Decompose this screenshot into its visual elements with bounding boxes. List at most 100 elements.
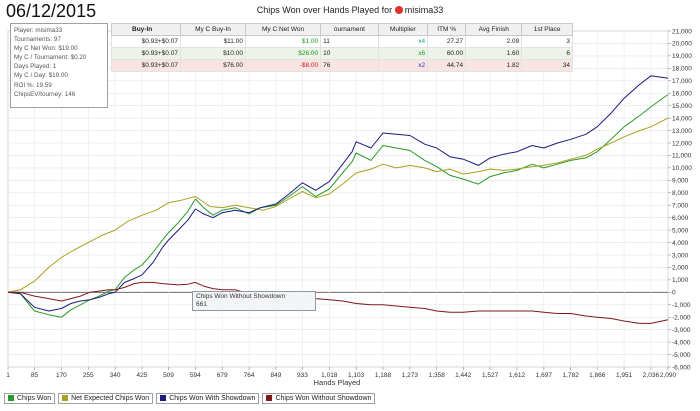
chart-legend: Chips Won Net Expected Chips Won Chips Won… xyxy=(4,393,378,404)
player-logo-icon xyxy=(394,6,403,14)
legend-item[interactable]: Net Expected Chips Won xyxy=(58,393,154,404)
table-cell: $0.93+$0.07 xyxy=(111,59,181,72)
table-cell: $26.00 xyxy=(244,47,322,60)
y-tick-label: 15,000 xyxy=(672,103,692,110)
y-tick-label: -5,000 xyxy=(672,352,691,359)
tooltip-value: 661 xyxy=(196,301,207,308)
y-tick-label: 20,000 xyxy=(672,41,692,48)
legend-label: Chips Won With Showdown xyxy=(169,395,256,402)
table-cell: 11 xyxy=(320,35,379,48)
stats-line: ROI %: 19.59 xyxy=(14,81,52,89)
y-tick-label: 3,000 xyxy=(672,252,689,259)
x-tick-label: 170 xyxy=(56,372,67,379)
y-tick-label: -6,000 xyxy=(672,364,691,371)
y-tick-label: 8,000 xyxy=(672,190,689,197)
x-tick-label: 1,951 xyxy=(616,372,633,379)
y-tick-label: 6,000 xyxy=(672,215,689,222)
table-cell: 76 xyxy=(320,59,379,72)
column-header[interactable]: ITM % xyxy=(427,23,467,36)
chart-title-player: misima33 xyxy=(404,5,444,15)
x-tick-label: 1,782 xyxy=(563,372,580,379)
summary-table-header: Buy-In My C Buy-In My C Net Won ournament Mu… xyxy=(111,23,573,36)
legend-item[interactable]: Chips Won Without Showdown xyxy=(262,393,376,404)
chart-grid xyxy=(7,30,669,368)
y-tick-label: 19,000 xyxy=(672,53,692,60)
table-cell: 34 xyxy=(521,59,573,72)
y-tick-label: 21,000 xyxy=(672,28,692,35)
stats-line: Days Played: 1 xyxy=(14,63,57,71)
x-tick-label: 1 xyxy=(6,372,10,379)
table-cell: $10.00 xyxy=(179,47,246,60)
table-cell: 6 xyxy=(521,47,573,60)
series-line-3 xyxy=(7,75,669,312)
column-header[interactable]: My C Net Won xyxy=(244,23,322,36)
x-axis-label: Hands Played xyxy=(314,378,361,387)
table-row[interactable]: $0.93+$0.07 $11.00 $1.00 11 x4 27.27 2.09 3 xyxy=(111,35,573,48)
table-cell: 44.74 xyxy=(427,59,467,72)
chart-title: Chips Won over Hands Played for misima33 xyxy=(0,5,700,15)
column-header[interactable]: ournament xyxy=(320,23,379,36)
x-tick-label: 849 xyxy=(270,372,281,379)
legend-swatch-icon xyxy=(266,395,273,401)
legend-swatch-icon xyxy=(62,395,69,401)
y-tick-label: 16,000 xyxy=(672,91,692,98)
y-tick-label: 1,000 xyxy=(672,277,689,284)
column-header[interactable]: Multiplier xyxy=(377,23,429,36)
table-cell: x4 xyxy=(377,35,429,48)
y-tick-label: -4,000 xyxy=(672,339,691,346)
y-tick-label: 7,000 xyxy=(672,203,689,210)
x-tick-label: 1,188 xyxy=(375,372,392,379)
x-tick-label: 1,018 xyxy=(321,372,338,379)
y-tick-label: 4,000 xyxy=(672,240,689,247)
column-header[interactable]: Avg Finish xyxy=(465,23,523,36)
table-cell: 1.60 xyxy=(465,47,523,60)
summary-table: Buy-In My C Buy-In My C Net Won ournament Mu… xyxy=(111,23,573,72)
legend-swatch-icon xyxy=(160,395,167,401)
report-date: 06/12/2015 xyxy=(6,1,97,21)
y-tick-label: 10,000 xyxy=(672,165,692,172)
x-tick-label: 679 xyxy=(217,372,228,379)
x-tick-label: 1,358 xyxy=(429,372,446,379)
tooltip-series-name: Chips Won Without Showdown xyxy=(196,293,286,300)
table-cell: 60.00 xyxy=(427,47,467,60)
x-tick-label: 1,697 xyxy=(536,372,553,379)
x-tick-label: 1,273 xyxy=(402,372,419,379)
table-cell: x2 xyxy=(377,59,429,72)
y-tick-label: 14,000 xyxy=(672,115,692,122)
column-header[interactable]: My C Buy-In xyxy=(179,23,246,36)
column-header[interactable]: 1st Place xyxy=(521,23,573,36)
column-header[interactable]: Buy-In xyxy=(111,23,181,36)
y-tick-label: -2,000 xyxy=(672,315,691,322)
chart-axes: -6,000 -5,000 -4,000 -3,000 -2,000 -1,000 0 1,0… xyxy=(6,28,692,379)
legend-item[interactable]: Chips Won With Showdown xyxy=(156,393,260,404)
x-tick-label: 2,036 xyxy=(643,372,660,379)
y-tick-label: 13,000 xyxy=(672,128,692,135)
table-row[interactable]: $0.93+$0.07 $76.00 -$8.00 76 x2 44.74 1.82 34 xyxy=(111,59,573,72)
x-tick-label: 425 xyxy=(137,372,148,379)
table-cell: 2.09 xyxy=(465,35,523,48)
series-line-1 xyxy=(7,94,669,318)
x-tick-label: 85 xyxy=(31,372,39,379)
legend-label: Chips Won Without Showdown xyxy=(275,395,372,402)
table-row[interactable]: $0.93+$0.07 $10.00 $26.00 10 x6 60.00 1.60 6 xyxy=(111,47,573,60)
table-cell: 3 xyxy=(521,35,573,48)
stats-line: My C Net Won: $19.00 xyxy=(14,45,78,53)
y-tick-label: 0 xyxy=(672,290,676,297)
stats-line: Tournaments: 97 xyxy=(14,36,61,44)
table-cell: $0.93+$0.07 xyxy=(111,35,181,48)
legend-item[interactable]: Chips Won xyxy=(4,393,56,404)
x-tick-label: 340 xyxy=(110,372,121,379)
stats-line: My C / Tournament: $0.20 xyxy=(14,54,87,62)
stats-line: My C / Day: $19.00 xyxy=(14,72,68,80)
table-cell: 27.27 xyxy=(427,35,467,48)
table-cell: $0.93+$0.07 xyxy=(111,47,181,60)
table-cell: 10 xyxy=(320,47,379,60)
y-tick-label: 2,000 xyxy=(672,265,689,272)
x-tick-label: 2,090 xyxy=(660,372,677,379)
table-cell: 1.82 xyxy=(465,59,523,72)
chart-title-prefix: Chips Won over Hands Played for xyxy=(256,5,393,15)
legend-label: Net Expected Chips Won xyxy=(71,395,150,402)
x-tick-label: 1,527 xyxy=(482,372,499,379)
y-tick-label: 5,000 xyxy=(672,227,689,234)
